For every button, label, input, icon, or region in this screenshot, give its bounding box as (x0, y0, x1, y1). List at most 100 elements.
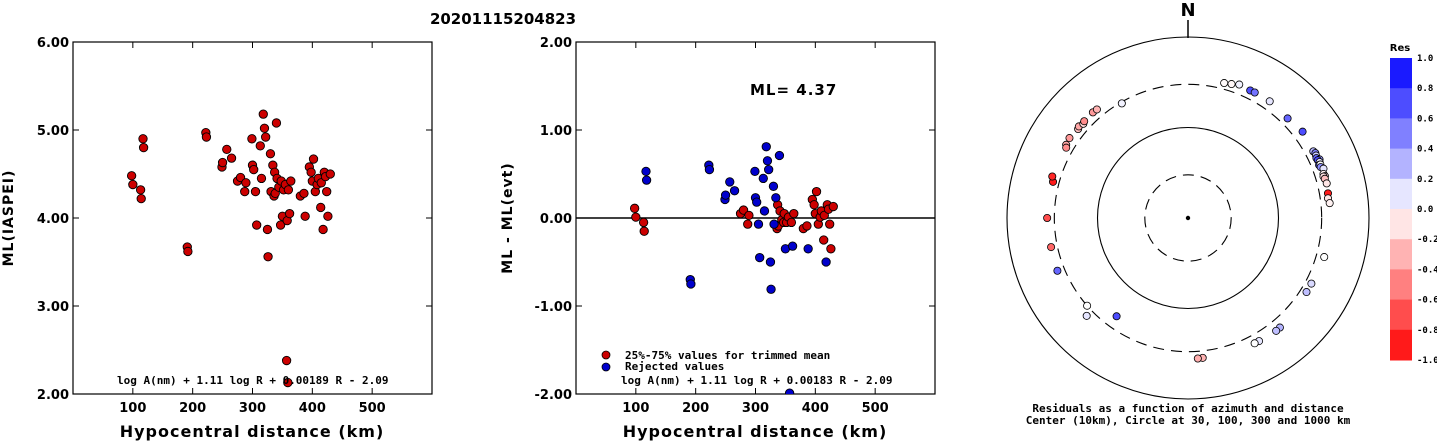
data-point (126, 171, 137, 181)
y-tick-label: 5.00 (37, 124, 69, 139)
residual-point (1322, 179, 1331, 188)
data-point (725, 177, 735, 187)
data-point (759, 206, 770, 216)
y-axis-label: ML - ML(evt) (500, 162, 516, 273)
residual-point (1083, 301, 1092, 310)
colorbar-swatch (1390, 118, 1412, 150)
y-tick-label: 3.00 (37, 300, 69, 315)
data-point (686, 279, 696, 289)
data-point (217, 157, 228, 168)
data-point (704, 164, 715, 175)
distance-rings (1006, 36, 1370, 400)
data-point (271, 118, 282, 128)
residual-colorbar: Res 1.0 0.8 0.6 0.4 0.2 0.0 -0.2 -0.4 -0.6 -0.8 -1… (1390, 43, 1437, 366)
x-tick-label: 500 (862, 401, 889, 416)
azimuth-residual-chart: N Residuals as a function of azimuth and… (1006, 0, 1370, 427)
data-point (255, 141, 265, 151)
colorbar-swatch (1390, 209, 1412, 240)
data-point (262, 224, 273, 235)
x-tick-label: 500 (359, 401, 386, 416)
y-tick-label: 6.00 (37, 36, 69, 51)
residual-point (1112, 312, 1121, 321)
y-tick-label: 4.00 (37, 212, 69, 227)
data-point (766, 284, 776, 294)
data-point (275, 220, 286, 230)
data-point (758, 173, 768, 184)
colorbar-tick-label: 0.8 (1417, 84, 1433, 94)
data-point (299, 188, 309, 199)
colorbar-tick-label: -0.6 (1417, 296, 1437, 306)
data-point (265, 149, 276, 159)
colorbar-tick-label: 0.0 (1417, 205, 1433, 215)
data-point (138, 142, 149, 153)
data-point (323, 211, 333, 221)
residual-point (1080, 117, 1089, 126)
data-point (281, 355, 292, 366)
data-point (201, 132, 212, 142)
x-tick-label: 100 (622, 401, 649, 416)
data-point (765, 257, 776, 267)
data-point (316, 202, 326, 213)
north-label: N (1180, 0, 1195, 21)
formula-text: log A(nm) + 1.11 log R + 0.00183 R - 2.0… (621, 374, 893, 387)
data-point (786, 217, 797, 228)
data-point (631, 212, 641, 222)
data-points (629, 142, 838, 419)
colorbar-swatch (1390, 148, 1412, 180)
data-point (787, 411, 795, 419)
residual-point (1220, 79, 1229, 88)
residual-point (1062, 143, 1071, 152)
colorbar-tick-label: 1.0 (1417, 54, 1433, 64)
residual-point (1048, 172, 1057, 181)
x-tick-label: 400 (802, 401, 829, 416)
data-points (126, 109, 335, 388)
ml-annotation: ML= 4.37 (750, 81, 837, 99)
data-point (641, 175, 652, 185)
data-point (300, 211, 310, 221)
x-tick-label: 300 (239, 401, 266, 416)
data-point (768, 181, 779, 191)
y-tick-label: -1.00 (535, 300, 572, 315)
plot-frame (72, 41, 433, 395)
data-point (138, 134, 148, 144)
data-point (283, 185, 294, 195)
residual-point (1250, 88, 1259, 97)
data-point (308, 154, 319, 164)
data-point (183, 246, 193, 257)
colorbar-ticks: 1.0 0.8 0.6 0.4 0.2 0.0 -0.2 -0.4 -0.6 -0.8 -1.0 (1417, 54, 1437, 366)
data-point (249, 164, 259, 175)
y-tick-label: 0.00 (540, 212, 572, 227)
data-point (641, 166, 651, 177)
residual-point (1325, 199, 1334, 208)
legend-marker-trimmed (601, 350, 611, 360)
legend-marker-rejected (601, 362, 611, 372)
data-point (322, 186, 332, 197)
x-tick-label: 100 (119, 401, 146, 416)
axis-ticks: 100 200 300 400 500 -2.00 -1.00 0.00 1.00 2.00 (535, 36, 935, 416)
data-points (1043, 79, 1334, 363)
colorbar-tick-label: 0.6 (1417, 114, 1433, 124)
data-point (750, 166, 760, 177)
x-tick-label: 300 (742, 401, 769, 416)
data-point (241, 178, 251, 188)
ring-300km (1053, 83, 1323, 353)
colorbar-swatches (1390, 58, 1412, 361)
residual-point (1117, 99, 1126, 108)
data-point (821, 257, 831, 267)
x-tick-label: 400 (299, 401, 326, 416)
residual-point (1298, 127, 1307, 136)
data-point (809, 200, 819, 210)
residual-point (1265, 97, 1274, 106)
residual-point (1235, 80, 1244, 89)
data-point (784, 388, 795, 394)
data-point (240, 186, 250, 197)
data-point (819, 235, 829, 245)
data-point (629, 203, 640, 213)
caption-line-1: Residuals as a function of azimuth and d… (1032, 402, 1344, 415)
residual-point (1043, 213, 1052, 222)
data-point (811, 186, 822, 197)
data-point (774, 150, 785, 161)
data-point (261, 132, 271, 142)
colorbar-swatch (1390, 239, 1412, 270)
